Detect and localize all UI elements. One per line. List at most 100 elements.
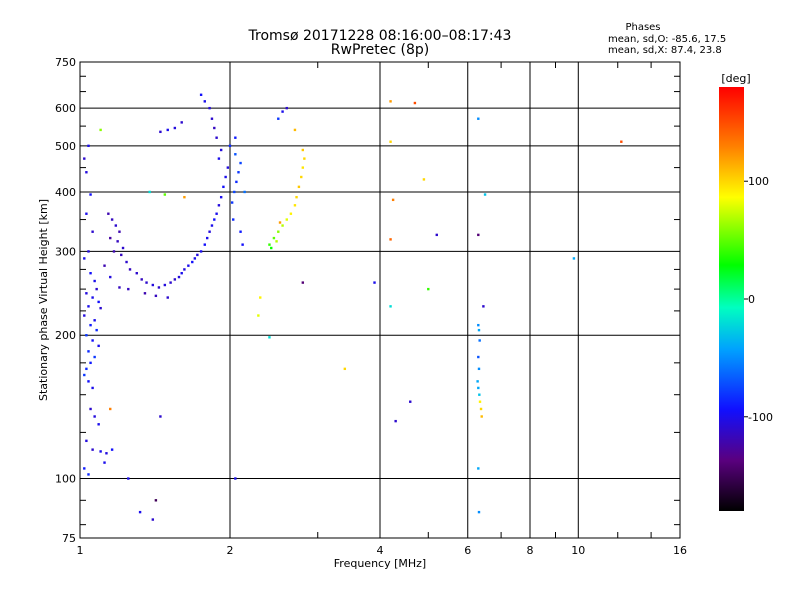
data-point	[343, 367, 347, 371]
data-point	[293, 204, 297, 207]
data-point	[222, 185, 225, 189]
data-point	[112, 250, 116, 253]
data-point	[99, 306, 102, 310]
data-point	[93, 319, 96, 322]
data-point	[300, 175, 303, 179]
data-point	[87, 473, 90, 476]
data-point	[83, 157, 86, 160]
data-point	[97, 300, 100, 304]
data-point	[478, 400, 482, 403]
data-point	[87, 350, 90, 353]
data-point	[116, 240, 119, 243]
data-point	[177, 275, 181, 279]
data-point	[389, 238, 392, 241]
data-point	[213, 218, 216, 221]
data-point	[272, 236, 276, 240]
data-point	[199, 250, 203, 253]
data-point	[239, 230, 242, 233]
chart-title: Tromsø 20171228 08:16:00–08:17:43	[248, 28, 512, 44]
info-line-x: mean, sd,X: 87.4, 23.8	[608, 45, 722, 56]
data-point	[235, 180, 238, 184]
data-points	[83, 93, 623, 521]
data-point	[166, 296, 169, 299]
data-point	[121, 246, 125, 250]
data-point	[210, 224, 214, 227]
data-point	[219, 148, 223, 152]
data-point	[196, 253, 199, 257]
data-point	[85, 292, 88, 295]
y-tick-label: 750	[55, 56, 76, 69]
data-point	[301, 166, 305, 169]
data-point	[193, 257, 197, 260]
data-point	[208, 106, 211, 110]
data-point	[199, 93, 203, 96]
data-point	[87, 380, 90, 383]
colorbar-label: [deg]	[721, 72, 750, 85]
data-point	[230, 201, 234, 204]
data-point	[477, 355, 480, 359]
data-point	[85, 212, 88, 215]
data-point	[145, 281, 148, 284]
data-point	[277, 230, 280, 233]
data-point	[180, 121, 183, 124]
data-point	[159, 130, 162, 134]
data-point	[191, 260, 194, 264]
x-tick-label: 6	[464, 544, 471, 557]
data-point	[620, 140, 623, 143]
data-point	[477, 328, 481, 332]
data-point	[205, 236, 209, 240]
data-point	[118, 230, 121, 233]
data-point	[85, 171, 88, 174]
data-point	[120, 253, 123, 257]
data-point	[109, 407, 112, 411]
data-point	[233, 190, 236, 194]
data-point	[270, 246, 273, 250]
data-point	[477, 367, 481, 371]
data-point	[93, 279, 96, 283]
data-point	[479, 407, 483, 411]
colorbar-tick-label: 0	[748, 293, 755, 306]
x-tick-label: 8	[527, 544, 534, 557]
data-point	[228, 144, 232, 148]
plot-grid	[80, 62, 680, 538]
y-tick-label: 75	[62, 532, 76, 545]
data-point	[159, 415, 162, 418]
data-point	[183, 268, 186, 271]
data-point	[87, 305, 90, 308]
data-point	[110, 448, 114, 451]
data-point	[301, 281, 305, 284]
data-point	[109, 236, 112, 240]
data-point	[83, 467, 86, 470]
data-point	[226, 166, 230, 169]
y-tick-label: 200	[55, 329, 76, 342]
colorbar	[719, 87, 744, 511]
data-point	[215, 136, 218, 139]
data-point	[89, 361, 92, 365]
data-point	[275, 240, 278, 243]
data-point	[301, 148, 305, 152]
data-point	[480, 415, 483, 418]
data-point	[87, 250, 90, 253]
data-point	[128, 268, 132, 271]
data-point	[83, 314, 86, 317]
data-point	[297, 185, 301, 189]
data-point	[234, 153, 237, 156]
data-point	[85, 334, 88, 337]
data-point	[89, 193, 92, 196]
data-point	[180, 272, 183, 275]
data-point	[187, 264, 190, 267]
data-point	[281, 110, 284, 113]
x-tick-label: 4	[377, 544, 384, 557]
data-point	[166, 128, 169, 132]
data-point	[409, 400, 412, 403]
data-point	[143, 292, 147, 295]
data-point	[293, 128, 297, 132]
data-point	[103, 461, 106, 464]
data-point	[483, 193, 487, 196]
data-point	[268, 336, 271, 339]
data-point	[373, 281, 376, 284]
data-point	[477, 323, 480, 327]
data-point	[89, 323, 92, 327]
data-point	[91, 230, 94, 233]
axis-ticks: 1 2 4 6 8 10 16 75 100 200 300 400 500 600 750	[55, 56, 687, 557]
